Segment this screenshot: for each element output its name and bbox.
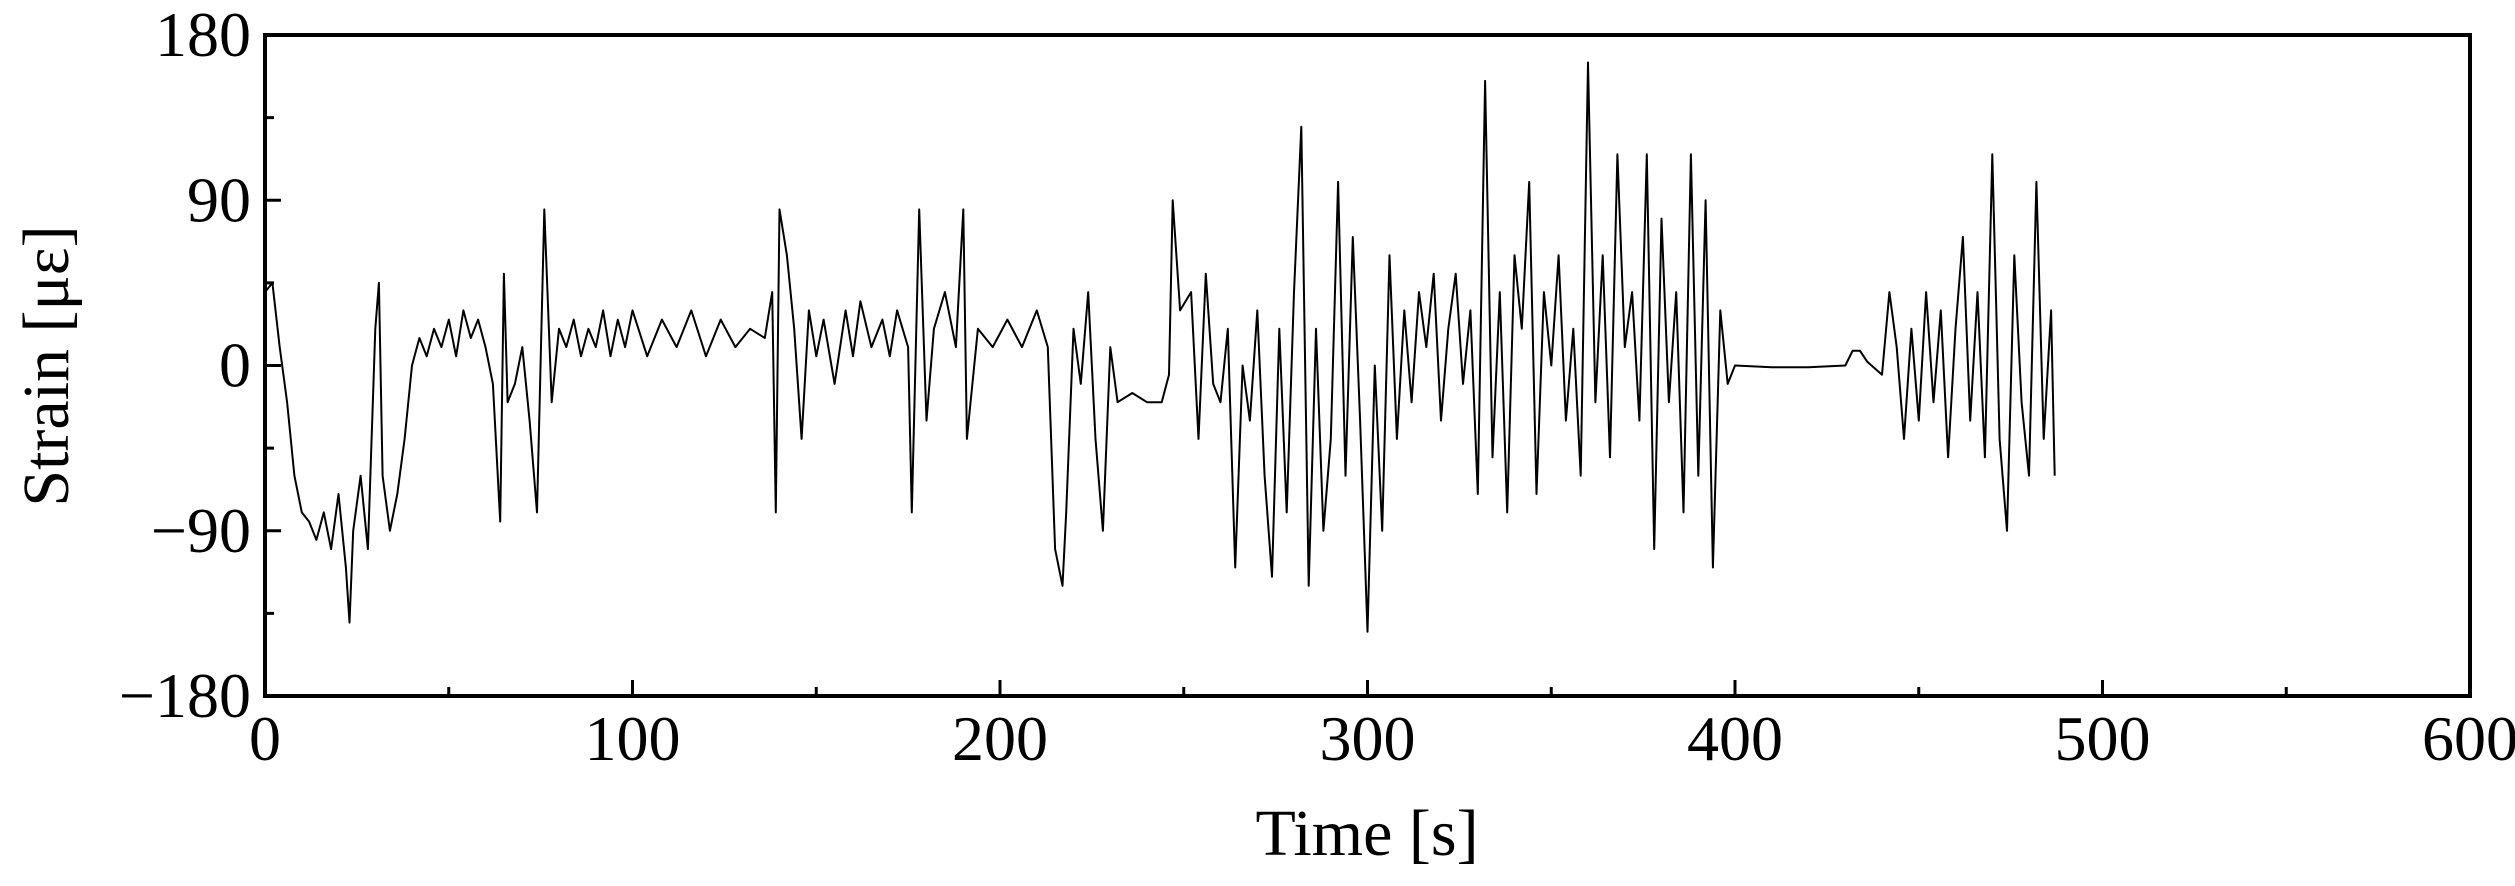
y-tick-label: 0 — [219, 330, 251, 401]
x-tick-label: 500 — [2055, 703, 2151, 774]
x-tick-label: 0 — [249, 703, 281, 774]
y-tick-label: 180 — [155, 0, 251, 70]
plot-frame — [263, 33, 2472, 698]
x-axis-title: Time [s] — [1255, 797, 1478, 870]
y-tick-label: −90 — [151, 495, 251, 566]
x-tick-label: 100 — [585, 703, 681, 774]
x-tick-label: 600 — [2422, 703, 2515, 774]
y-axis-title: Strain [με] — [10, 225, 83, 506]
y-tick-label: 90 — [187, 164, 251, 235]
y-tick-label: −180 — [119, 660, 251, 731]
x-tick-label: 300 — [1320, 703, 1416, 774]
x-tick-label: 200 — [952, 703, 1048, 774]
data-line — [264, 61, 2056, 633]
x-tick-label: 400 — [1687, 703, 1783, 774]
